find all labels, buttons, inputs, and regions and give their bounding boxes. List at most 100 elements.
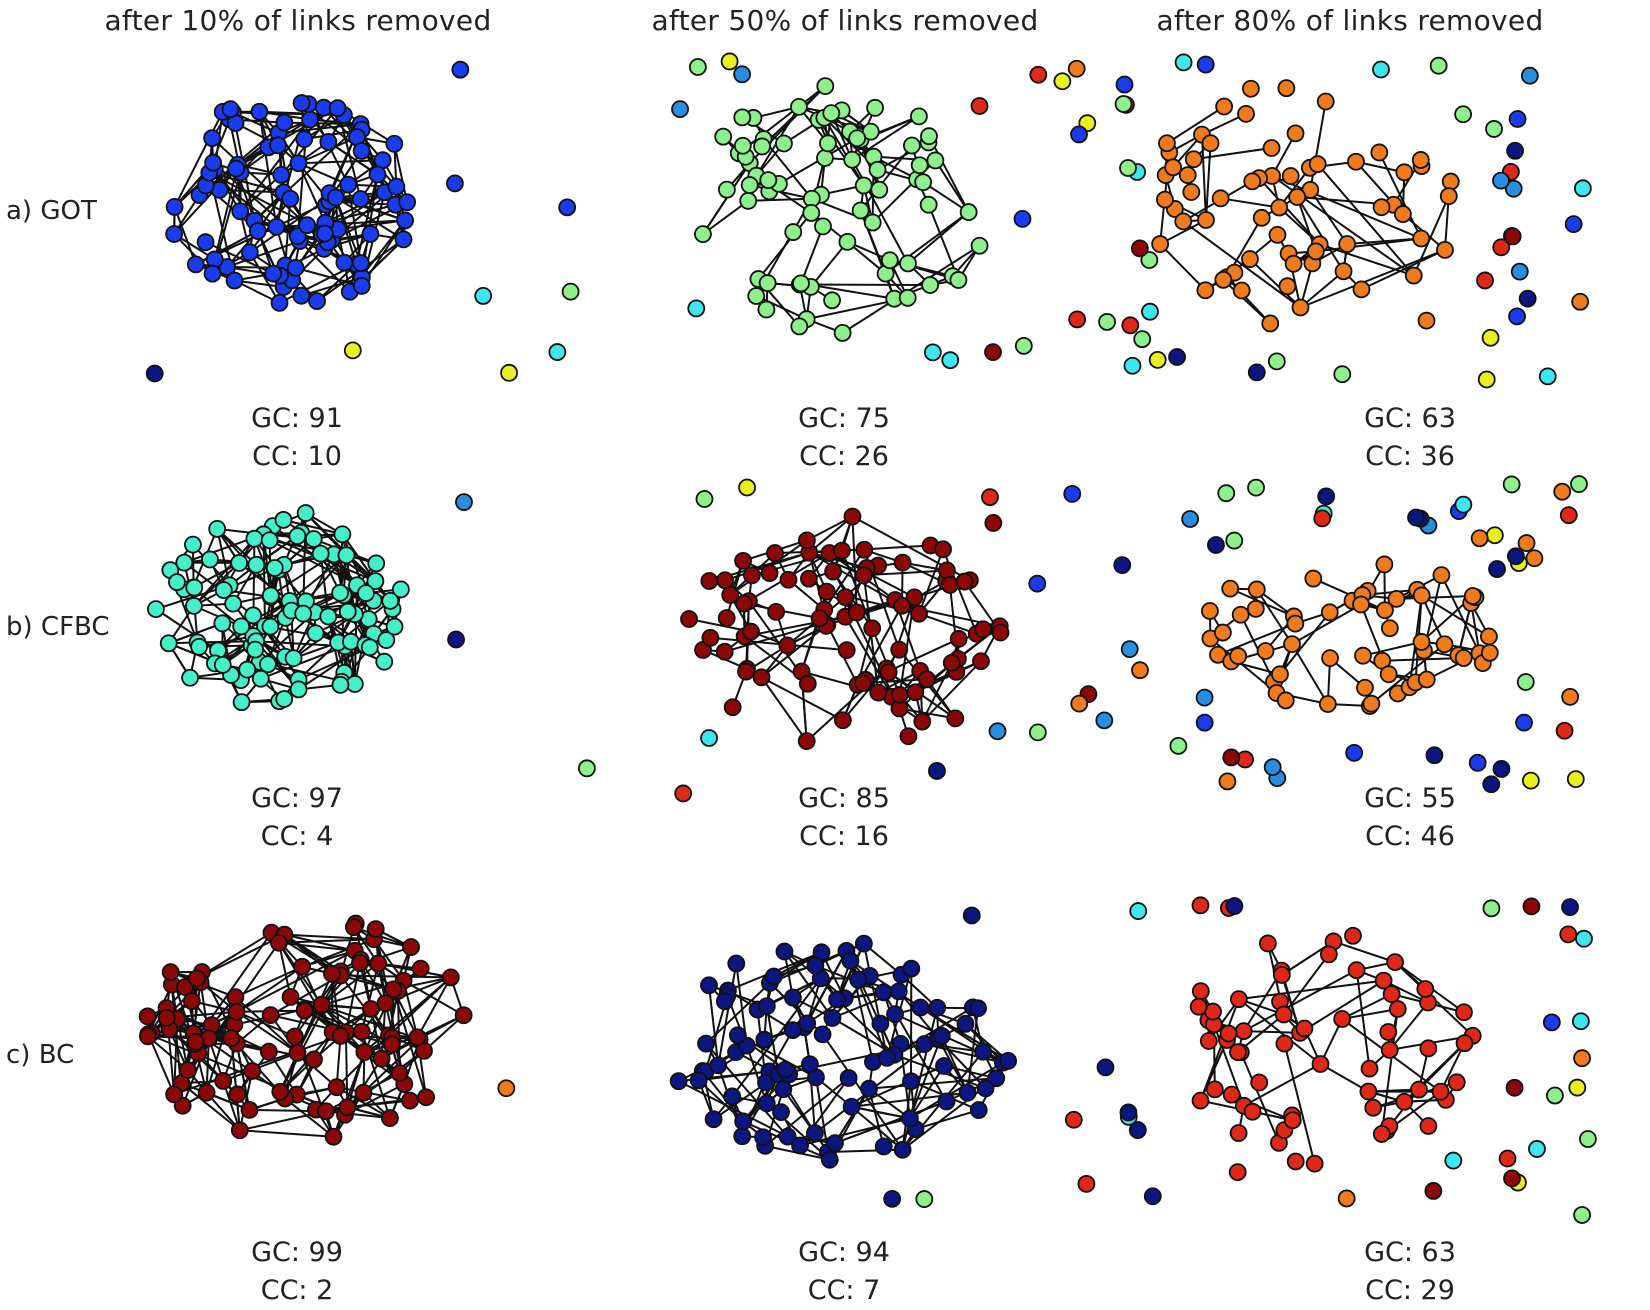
giant-component-node xyxy=(902,1110,918,1126)
isolated-node xyxy=(929,763,945,779)
isolated-node xyxy=(1425,1183,1441,1199)
giant-component-node xyxy=(754,138,770,154)
giant-component-node xyxy=(318,1103,334,1119)
cc-value: CC: 7 xyxy=(694,1272,994,1310)
giant-component-node xyxy=(849,604,865,620)
giant-component-node xyxy=(849,130,865,146)
giant-component-node xyxy=(1276,1036,1292,1052)
isolated-node xyxy=(688,300,704,316)
giant-component-node xyxy=(912,1000,928,1016)
network-edge xyxy=(346,1032,347,1107)
isolated-node xyxy=(1030,724,1046,740)
giant-component-node xyxy=(1380,1024,1396,1040)
giant-component-node xyxy=(719,182,735,198)
giant-component-node xyxy=(275,512,291,528)
isolated-node xyxy=(1489,561,1505,577)
row-label-cfbc: b) CFBC xyxy=(6,612,110,642)
giant-component-node xyxy=(1000,1053,1016,1069)
giant-component-node xyxy=(1279,278,1295,294)
network-edge xyxy=(915,1110,978,1129)
giant-component-node xyxy=(1269,227,1285,243)
giant-component-node xyxy=(853,202,869,218)
giant-component-node xyxy=(288,260,304,276)
isolated-node xyxy=(1562,689,1578,705)
giant-component-node xyxy=(915,174,931,190)
giant-component-node xyxy=(1362,1061,1378,1077)
giant-component-node xyxy=(166,1086,182,1102)
isolated-node xyxy=(1561,507,1577,523)
giant-component-node xyxy=(870,685,886,701)
isolated-node xyxy=(1455,497,1471,513)
giant-component-node xyxy=(336,255,352,271)
giant-component-node xyxy=(812,610,828,626)
isolated-node xyxy=(1030,67,1046,83)
giant-component-node xyxy=(358,585,374,601)
isolated-node xyxy=(982,489,998,505)
giant-component-node xyxy=(871,182,887,198)
giant-component-node xyxy=(368,555,384,571)
giant-component-node xyxy=(900,290,916,306)
giant-component-node xyxy=(1288,1153,1304,1169)
giant-component-node xyxy=(815,1026,831,1042)
giant-component-node xyxy=(724,1088,740,1104)
isolated-node xyxy=(985,515,1001,531)
giant-component-node xyxy=(306,1051,322,1067)
giant-component-node xyxy=(231,555,247,571)
giant-component-node xyxy=(186,580,202,596)
giant-component-node xyxy=(820,135,836,151)
giant-component-node xyxy=(823,105,839,121)
giant-component-node xyxy=(189,970,205,986)
isolated-node xyxy=(1219,773,1235,789)
giant-component-node xyxy=(1305,571,1321,587)
giant-component-node xyxy=(743,624,759,640)
giant-component-node xyxy=(1376,556,1392,572)
giant-component-node xyxy=(856,936,872,952)
giant-component-node xyxy=(892,687,908,703)
giant-component-node xyxy=(760,172,776,188)
giant-component-node xyxy=(260,656,276,672)
giant-component-node xyxy=(1249,581,1265,597)
isolated-node xyxy=(1192,897,1208,913)
giant-component-node xyxy=(234,694,250,710)
isolated-node xyxy=(1507,1080,1523,1096)
giant-component-node xyxy=(894,598,910,614)
giant-component-node xyxy=(1258,643,1274,659)
giant-component-node xyxy=(186,598,202,614)
giant-component-node xyxy=(246,531,262,547)
isolated-node xyxy=(1554,484,1570,500)
network-edge xyxy=(1361,250,1444,290)
giant-component-node xyxy=(1262,315,1278,331)
giant-component-node xyxy=(332,585,348,601)
giant-component-node xyxy=(261,1044,277,1060)
network-edge xyxy=(240,1130,334,1137)
giant-component-node xyxy=(1406,268,1422,284)
giant-component-node xyxy=(839,642,855,658)
giant-component-node xyxy=(934,1028,950,1044)
giant-component-node xyxy=(1254,210,1270,226)
giant-component-node xyxy=(354,143,370,159)
giant-component-node xyxy=(338,547,354,563)
giant-component-node xyxy=(1283,168,1299,184)
column-header-10pct: after 10% of links removed xyxy=(48,4,548,37)
isolated-node xyxy=(739,480,755,496)
giant-component-node xyxy=(376,654,392,670)
giant-component-node xyxy=(222,101,238,117)
giant-component-node xyxy=(738,664,754,680)
giant-component-node xyxy=(735,1113,751,1129)
isolated-node xyxy=(916,1191,932,1207)
isolated-node xyxy=(1029,576,1045,592)
isolated-node xyxy=(1226,533,1242,549)
giant-component-node xyxy=(272,295,288,311)
giant-component-node xyxy=(1365,1100,1381,1116)
giant-component-node xyxy=(382,593,398,609)
isolated-node xyxy=(1560,926,1576,942)
giant-component-node xyxy=(1288,125,1304,141)
giant-component-node xyxy=(1414,634,1430,650)
giant-component-node xyxy=(978,1080,994,1096)
cc-value: CC: 29 xyxy=(1260,1272,1560,1310)
giant-component-node xyxy=(276,691,292,707)
isolated-node xyxy=(563,284,579,300)
